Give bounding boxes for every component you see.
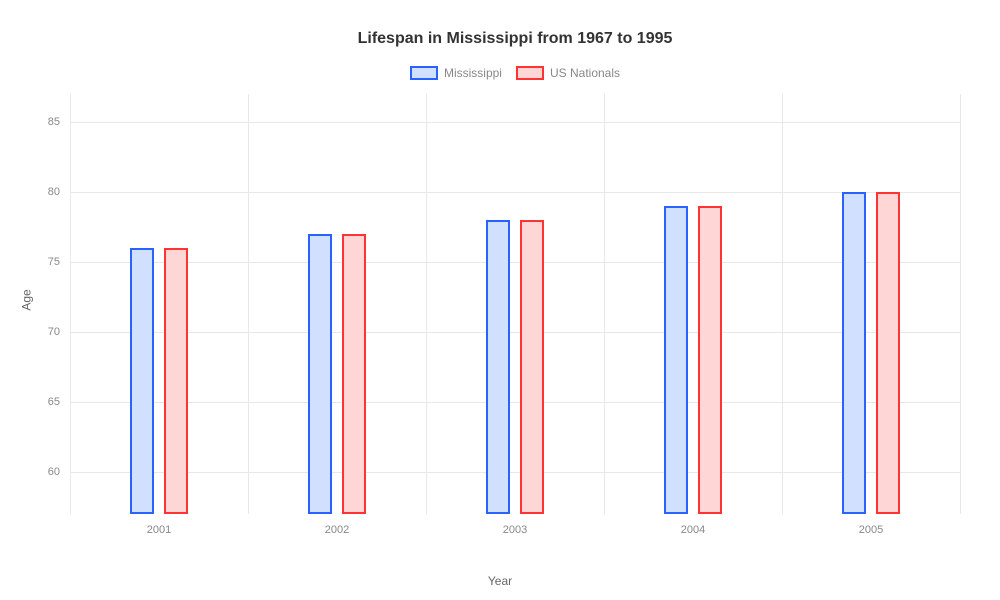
legend-item-mississippi: Mississippi <box>410 66 502 80</box>
y-tick-label: 85 <box>48 116 70 128</box>
y-axis-label: Age <box>20 289 34 310</box>
bar <box>486 220 510 514</box>
gridline-vertical <box>248 94 249 514</box>
chart-container: Lifespan in Mississippi from 1967 to 199… <box>0 0 1000 600</box>
bar <box>130 248 154 514</box>
x-tick-label: 2002 <box>325 514 349 536</box>
legend: Mississippi US Nationals <box>70 66 960 80</box>
legend-label: Mississippi <box>444 66 502 80</box>
legend-swatch-us-nationals <box>516 66 544 80</box>
bar <box>876 192 900 514</box>
x-axis-label: Year <box>488 574 512 588</box>
x-tick-label: 2003 <box>503 514 527 536</box>
bar <box>842 192 866 514</box>
bar <box>664 206 688 514</box>
legend-label: US Nationals <box>550 66 620 80</box>
bar <box>308 234 332 514</box>
x-tick-label: 2001 <box>147 514 171 536</box>
gridline-horizontal <box>70 332 960 333</box>
gridline-horizontal <box>70 402 960 403</box>
legend-item-us-nationals: US Nationals <box>516 66 620 80</box>
plot-area: 60657075808520012002200320042005 <box>70 94 960 514</box>
y-tick-label: 70 <box>48 326 70 338</box>
x-tick-label: 2005 <box>859 514 883 536</box>
x-tick-label: 2004 <box>681 514 705 536</box>
bar <box>520 220 544 514</box>
gridline-vertical <box>960 94 961 514</box>
bar <box>342 234 366 514</box>
bar <box>698 206 722 514</box>
y-tick-label: 65 <box>48 396 70 408</box>
gridline-horizontal <box>70 122 960 123</box>
gridline-horizontal <box>70 262 960 263</box>
y-tick-label: 75 <box>48 256 70 268</box>
gridline-vertical <box>70 94 71 514</box>
bar <box>164 248 188 514</box>
gridline-vertical <box>426 94 427 514</box>
gridline-vertical <box>604 94 605 514</box>
gridline-horizontal <box>70 472 960 473</box>
gridline-vertical <box>782 94 783 514</box>
y-tick-label: 80 <box>48 186 70 198</box>
y-tick-label: 60 <box>48 466 70 478</box>
chart-title: Lifespan in Mississippi from 1967 to 199… <box>70 30 960 48</box>
gridline-horizontal <box>70 192 960 193</box>
legend-swatch-mississippi <box>410 66 438 80</box>
